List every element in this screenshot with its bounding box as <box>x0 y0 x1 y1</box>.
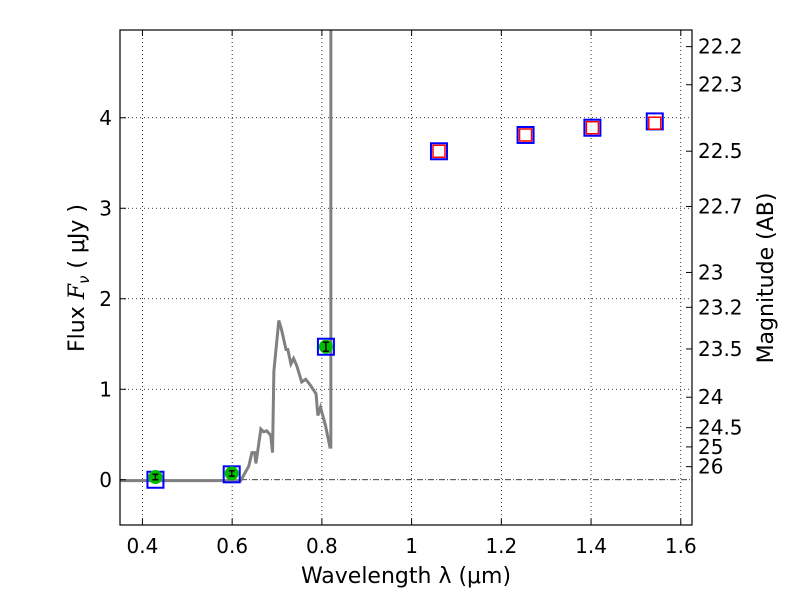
x-tick-label: 0.6 <box>216 534 248 558</box>
model-photometry-square <box>583 118 602 137</box>
x-tick-label: 1.6 <box>665 534 697 558</box>
y2-tick-label: 23 <box>698 260 723 284</box>
y2-tick-label: 23.2 <box>698 295 743 319</box>
x-tick-label: 1 <box>405 534 418 558</box>
x-tick-label: 1.4 <box>575 534 607 558</box>
y-tick-label: 0 <box>99 468 112 492</box>
model-photometry-square <box>316 337 335 356</box>
y-tick-label: 2 <box>99 287 112 311</box>
y2-tick-label: 24 <box>698 385 723 409</box>
model-photometry-square <box>429 142 448 161</box>
y2-tick-label: 23.5 <box>698 337 743 361</box>
spectrum-line <box>120 30 333 483</box>
clipped-marks <box>120 30 664 489</box>
axes-frame <box>119 29 693 526</box>
x-tick-label: 0.4 <box>127 534 159 558</box>
x-axis-label: Wavelength λ (μm) <box>301 564 511 589</box>
model-photometry-square <box>222 465 241 484</box>
y2-tick-label: 24.5 <box>698 416 743 440</box>
y2-axis-label: Magnitude (AB) <box>754 193 779 364</box>
y2-tick-label: 22.2 <box>698 35 743 59</box>
upper-limit-square <box>648 116 662 130</box>
y2-tick-label: 26 <box>698 455 723 479</box>
y-tick-label: 3 <box>99 196 112 220</box>
y2-tick-label: 22.3 <box>698 73 743 97</box>
plot-marks <box>120 30 664 489</box>
x-tick-label: 0.8 <box>306 534 338 558</box>
y-tick-label: 4 <box>99 106 112 130</box>
y2-tick-label: 22.7 <box>698 194 743 218</box>
model-photometry-square <box>516 125 535 144</box>
ticks: 0.4 0.6 0.8 1 1.2 1.4 1.60123422.222.322.522.7… <box>99 30 743 558</box>
x-tick-label: 1.2 <box>485 534 517 558</box>
upper-limit-square <box>585 120 600 135</box>
upper-limit-square <box>518 128 533 142</box>
y-tick-label: 1 <box>99 377 112 401</box>
y2-tick-label: 25 <box>698 435 723 459</box>
y2-tick-label: 22.5 <box>698 139 743 163</box>
upper-limit-square <box>432 144 446 159</box>
y-axis-label: Flux Fν ( μJy ) <box>65 204 93 352</box>
grid <box>120 30 692 525</box>
